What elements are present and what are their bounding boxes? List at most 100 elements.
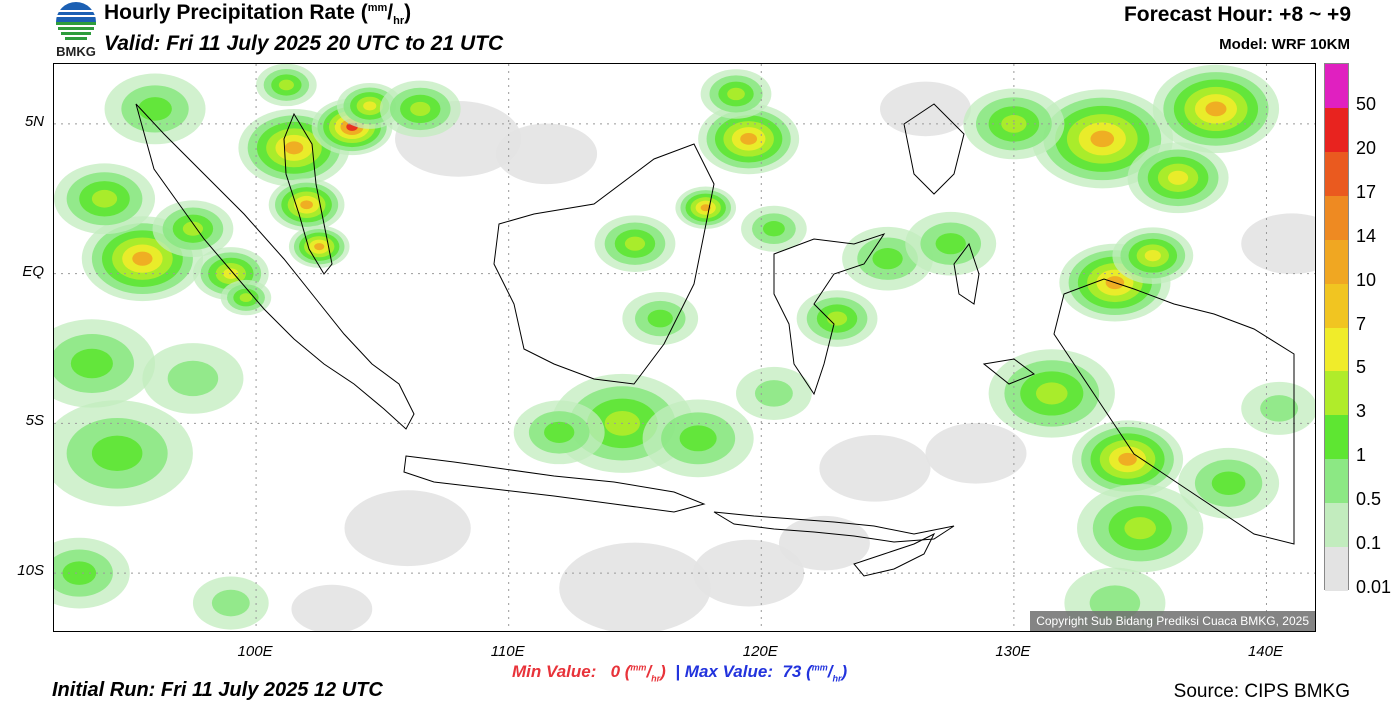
precip-cell [379,80,461,138]
precip-cell [741,205,807,252]
precip-cell [1112,227,1194,284]
precip-cell [1077,483,1204,573]
light-rain-area [778,515,870,571]
coastlines [135,103,1295,577]
graticule [54,64,1315,631]
x-tick-label: 120E [742,643,778,660]
colorbar-segment [1325,459,1348,504]
precip-cell [1127,142,1229,214]
map-title: Hourly Precipitation Rate (mm/hr) [104,1,412,28]
precip-cell [268,178,345,232]
precip-cell [905,211,997,276]
initial-run: Initial Run: Fri 11 July 2025 12 UTC [52,679,383,701]
light-rain-area [1241,213,1315,274]
precip-cell [192,576,269,630]
precip-cell [700,69,772,119]
colorbar-segment [1325,327,1348,372]
colorbar-label: 0.01 [1356,577,1392,597]
valid-time: Valid: Fri 11 July 2025 20 UTC to 21 UTC [104,32,504,55]
logo-text: BMKG [56,44,96,59]
precip-cell [513,400,605,465]
precip-cell [1152,64,1280,154]
precip-cell [142,343,244,414]
colorbar-label: 1 [1356,445,1367,466]
copyright-notice: Copyright Sub Bidang Prediksi Cuaca BMKG… [1030,611,1315,631]
light-rain-area [291,584,373,631]
colorbar-segment [1325,195,1348,241]
colorbar-segment [1325,151,1348,197]
model-name: Model: WRF 10KM [1219,36,1350,53]
papua-coast [1053,278,1295,545]
nusa-tenggara-coast [713,511,955,543]
y-tick-label: 5S [25,412,44,430]
colorbar-segment [1325,107,1348,153]
philippines-coast [903,103,965,195]
precip-cell [104,73,206,145]
precip-cell [54,163,156,235]
x-tick-label: 130E [995,643,1031,660]
colorbar-segment [1325,283,1348,328]
peninsula-coast [283,112,333,275]
precip-cell [642,399,754,478]
sumatra-coast [135,103,415,430]
precip-cell [54,400,193,507]
precip-cell [152,200,234,258]
x-tick-label: 100E [237,643,273,660]
java-coast [403,455,706,513]
colorbar-label: 0.5 [1356,489,1382,510]
colorbar-label: 17 [1356,181,1377,202]
y-tick-label: 10S [17,562,44,580]
colorbar-segment [1325,415,1348,460]
min-value: Min Value: 0 (mm/hr) [512,662,666,684]
colorbar-segment [1325,503,1348,548]
light-rain-layer [291,81,1315,631]
precip-cell [675,186,737,229]
light-rain-area [559,542,711,631]
sulawesi-coast [773,233,886,396]
timor-coast [853,532,936,577]
light-rain-area [819,434,931,502]
precip-cell [796,290,878,347]
colorbar-label: 7 [1356,313,1367,334]
separator: | [675,662,681,681]
colorbar-segment [1325,64,1348,109]
colorbar-label: 3 [1356,401,1367,422]
precip-cell [220,279,272,316]
precip-cell [622,292,699,346]
light-rain-area [925,423,1027,484]
y-tick-label: EQ [22,262,44,280]
precip-cell [288,225,350,268]
colorbar-label: 14 [1356,225,1377,246]
precip-cell [736,366,812,420]
colorbar-label: 20 [1356,137,1377,158]
precip-cell [594,215,676,272]
precip-cell [54,319,156,408]
colorbar-label: 50 [1356,93,1377,114]
max-value: Max Value: 73 (mm/hr) [684,662,848,684]
precip-cell [1071,420,1184,499]
x-tick-label: 140E [1247,643,1283,660]
precipitation-layer [54,64,1315,631]
forecast-hour: Forecast Hour: +8 ~ +9 [1123,3,1351,26]
colorbar-label: 5 [1356,357,1367,378]
min-max-values: Min Value: 0 (mm/hr) | Max Value: 73 (mm… [512,662,847,683]
x-tick-label: 110E [490,643,525,660]
map-canvas [54,64,1315,631]
colorbar-segment [1325,371,1348,416]
light-rain-area [880,81,971,137]
precip-cell [1178,447,1280,519]
colorbar-label: 0.1 [1356,533,1382,554]
borneo-coast [493,143,715,385]
colorbar-segment [1325,239,1348,285]
light-rain-area [496,123,598,185]
colorbar-label: 10 [1356,269,1377,290]
maluku-coast [953,242,1036,385]
light-rain-area [344,490,471,567]
y-tick-label: 5N [24,112,44,130]
precipitation-map: Copyright Sub Bidang Prediksi Cuaca BMKG… [53,63,1316,632]
colorbar-segment [1325,547,1348,592]
bmkg-logo [52,0,100,60]
precip-cell [988,349,1115,438]
precip-cell [256,64,317,107]
colorbar [1324,63,1349,592]
